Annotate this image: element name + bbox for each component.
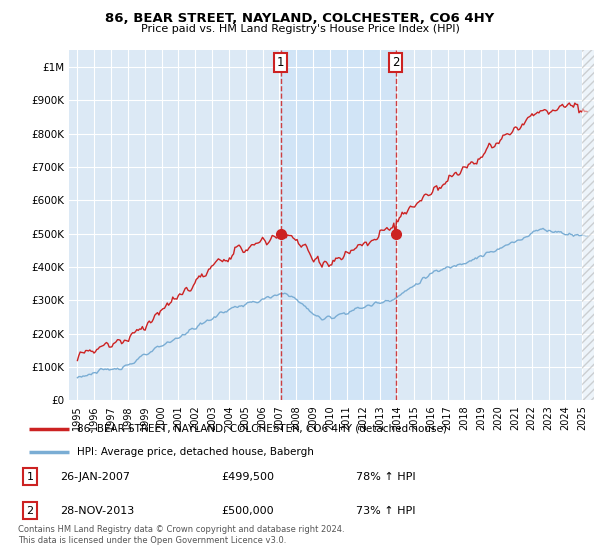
Text: £500,000: £500,000 xyxy=(221,506,274,516)
Text: Contains HM Land Registry data © Crown copyright and database right 2024.
This d: Contains HM Land Registry data © Crown c… xyxy=(18,525,344,545)
Text: 2: 2 xyxy=(26,506,34,516)
Text: 2: 2 xyxy=(392,55,400,69)
Text: 1: 1 xyxy=(277,55,284,69)
Text: £499,500: £499,500 xyxy=(221,472,274,482)
Text: 1: 1 xyxy=(26,472,34,482)
Text: 78% ↑ HPI: 78% ↑ HPI xyxy=(356,472,416,482)
Text: Price paid vs. HM Land Registry's House Price Index (HPI): Price paid vs. HM Land Registry's House … xyxy=(140,24,460,34)
Text: 28-NOV-2013: 28-NOV-2013 xyxy=(60,506,134,516)
Text: 86, BEAR STREET, NAYLAND, COLCHESTER, CO6 4HY: 86, BEAR STREET, NAYLAND, COLCHESTER, CO… xyxy=(106,12,494,25)
Text: 86, BEAR STREET, NAYLAND, COLCHESTER, CO6 4HY (detached house): 86, BEAR STREET, NAYLAND, COLCHESTER, CO… xyxy=(77,424,447,434)
Text: 73% ↑ HPI: 73% ↑ HPI xyxy=(356,506,416,516)
Bar xyxy=(281,50,395,400)
Text: HPI: Average price, detached house, Babergh: HPI: Average price, detached house, Babe… xyxy=(77,447,314,457)
Text: 26-JAN-2007: 26-JAN-2007 xyxy=(60,472,130,482)
